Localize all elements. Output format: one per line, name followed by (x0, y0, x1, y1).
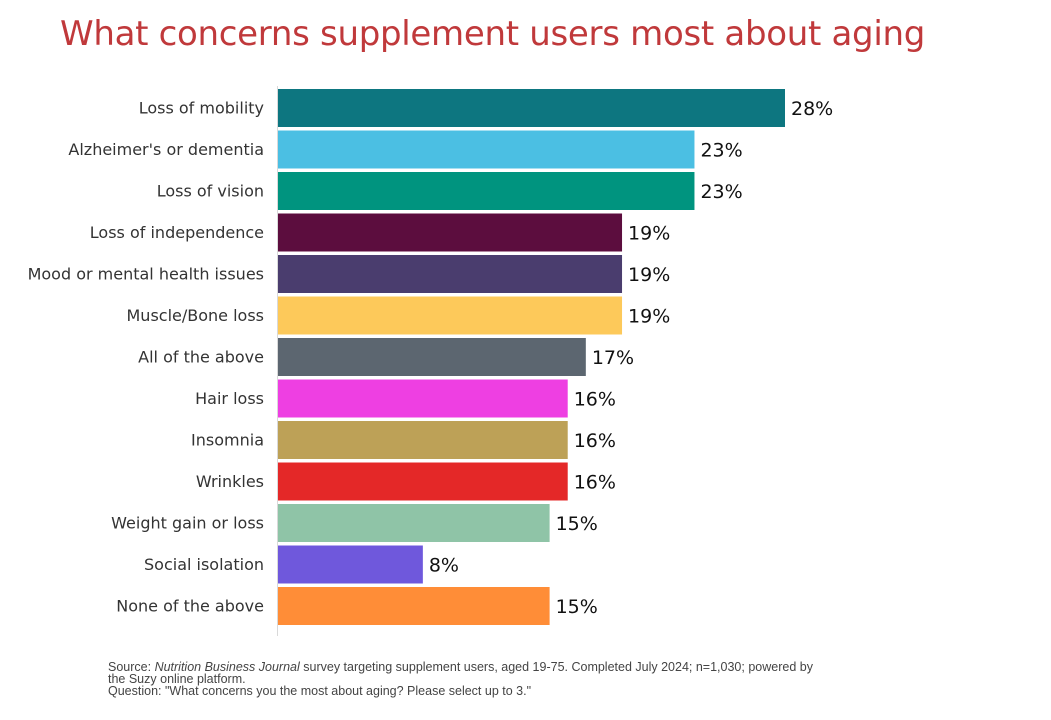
bar (278, 213, 623, 252)
bar (278, 130, 695, 169)
source-line-1: Source: Nutrition Business Journal surve… (108, 660, 938, 674)
category-label: Insomnia (191, 431, 264, 450)
value-label: 23% (700, 181, 742, 203)
value-label: 17% (592, 347, 634, 369)
value-label: 19% (628, 306, 670, 328)
bars-layer: Loss of mobility 28% Alzheimer's or dement… (28, 89, 833, 625)
source-prefix: Source: (108, 660, 155, 674)
value-label: 23% (700, 140, 742, 162)
category-label: Muscle/Bone loss (127, 306, 265, 325)
bar (278, 296, 623, 335)
bar (278, 338, 586, 376)
value-label: 19% (628, 264, 670, 286)
source-note: Source: Nutrition Business Journal surve… (108, 660, 938, 698)
category-label: Weight gain or loss (111, 514, 264, 533)
value-label: 16% (574, 430, 616, 452)
bar (278, 462, 568, 501)
value-label: 8% (429, 555, 459, 577)
source-journal: Nutrition Business Journal (154, 660, 300, 674)
value-label: 19% (628, 223, 670, 245)
category-label: Loss of vision (157, 182, 264, 201)
value-label: 16% (574, 389, 616, 411)
bar (278, 255, 623, 293)
bar (278, 504, 550, 542)
category-label: None of the above (116, 597, 264, 616)
category-label: Social isolation (144, 555, 264, 574)
category-label: Alzheimer's or dementia (68, 140, 264, 159)
question-line: Question: "What concerns you the most ab… (108, 684, 532, 698)
source-details: survey targeting supplement users, aged … (299, 660, 813, 674)
bar (278, 89, 785, 127)
bar (278, 587, 550, 625)
bar (278, 545, 423, 584)
category-label: Mood or mental health issues (28, 265, 264, 284)
category-label: Hair loss (195, 389, 264, 408)
value-label: 15% (556, 513, 598, 535)
value-label: 28% (791, 98, 833, 120)
bar (278, 172, 695, 210)
category-label: Wrinkles (196, 472, 264, 491)
value-label: 15% (556, 596, 598, 618)
category-label: All of the above (138, 348, 264, 367)
value-label: 16% (574, 472, 616, 494)
category-label: Loss of independence (90, 223, 264, 242)
bar-chart: Loss of mobility 28% Alzheimer's or dement… (28, 86, 833, 636)
source-line-2: the Suzy online platform. (108, 672, 246, 686)
category-label: Loss of mobility (139, 99, 264, 118)
chart-title: What concerns supplement users most abou… (60, 14, 926, 54)
bar (278, 379, 568, 418)
bar (278, 421, 568, 459)
